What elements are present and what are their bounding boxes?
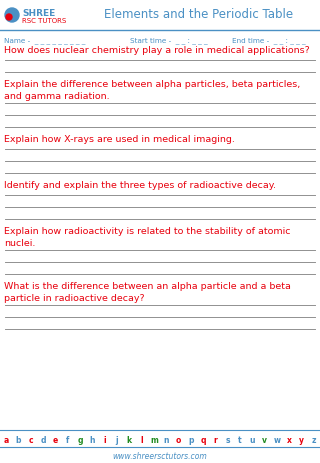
Text: h: h — [90, 436, 95, 445]
Text: Explain the difference between alpha particles, beta particles,
and gamma radiat: Explain the difference between alpha par… — [4, 80, 300, 101]
Text: k: k — [127, 436, 132, 445]
Text: What is the difference between an alpha particle and a beta
particle in radioact: What is the difference between an alpha … — [4, 282, 291, 303]
Circle shape — [5, 8, 19, 22]
Text: f: f — [66, 436, 69, 445]
Text: p: p — [188, 436, 194, 445]
Text: g: g — [77, 436, 83, 445]
Text: v: v — [262, 436, 267, 445]
Text: y: y — [299, 436, 304, 445]
Text: w: w — [273, 436, 280, 445]
Text: j: j — [116, 436, 118, 445]
Text: How does nuclear chemistry play a role in medical applications?: How does nuclear chemistry play a role i… — [4, 46, 310, 55]
Text: l: l — [140, 436, 143, 445]
Text: Name -  _ _ _ _ _ _ _ _ _: Name - _ _ _ _ _ _ _ _ _ — [4, 37, 85, 44]
Text: z: z — [312, 436, 316, 445]
Text: Elements and the Periodic Table: Elements and the Periodic Table — [104, 8, 293, 21]
Text: e: e — [53, 436, 58, 445]
Text: s: s — [226, 436, 230, 445]
Text: www.shreersctutors.com: www.shreersctutors.com — [113, 452, 207, 461]
Text: d: d — [40, 436, 46, 445]
Text: End time -  _ _ : _ _ _: End time - _ _ : _ _ _ — [232, 37, 306, 44]
Text: b: b — [16, 436, 21, 445]
Text: r: r — [213, 436, 217, 445]
Text: m: m — [150, 436, 158, 445]
Text: u: u — [250, 436, 255, 445]
Text: q: q — [200, 436, 206, 445]
Text: o: o — [176, 436, 181, 445]
Text: Explain how radioactivity is related to the stability of atomic
nuclei.: Explain how radioactivity is related to … — [4, 227, 291, 248]
Text: Identify and explain the three types of radioactive decay.: Identify and explain the three types of … — [4, 181, 276, 190]
Text: n: n — [164, 436, 169, 445]
Text: Start time -  _ _ : _ _ _: Start time - _ _ : _ _ _ — [130, 37, 208, 44]
Text: i: i — [103, 436, 106, 445]
Circle shape — [6, 14, 12, 20]
Text: x: x — [287, 436, 292, 445]
Text: Explain how X-rays are used in medical imaging.: Explain how X-rays are used in medical i… — [4, 135, 235, 144]
Text: t: t — [238, 436, 242, 445]
Text: a: a — [4, 436, 9, 445]
Text: RSC TUTORS: RSC TUTORS — [22, 18, 66, 24]
Text: SHREE: SHREE — [22, 9, 55, 18]
Text: c: c — [28, 436, 33, 445]
